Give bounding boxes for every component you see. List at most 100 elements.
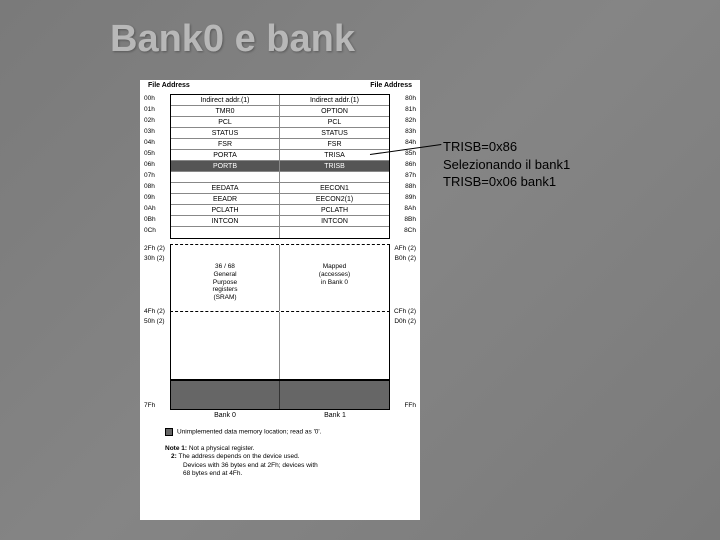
addr-left: 0Ah — [144, 205, 156, 212]
addr-right: 89h — [405, 194, 416, 201]
gpr-right: Mapped(accesses)in Bank 0 — [280, 245, 389, 311]
lower-block — [170, 312, 390, 380]
cell-bank0: PORTA — [171, 150, 280, 160]
cell-bank0: EEDATA — [171, 183, 280, 193]
cell-bank1: STATUS — [280, 128, 389, 138]
annotation-line1: TRISB=0x86 — [443, 138, 570, 156]
addr-right: 87h — [405, 172, 416, 179]
addr-right: 88h — [405, 183, 416, 190]
table-row: INTCONINTCON — [171, 216, 389, 227]
cell-bank1: EECON1 — [280, 183, 389, 193]
annotation-text: TRISB=0x86 Selezionando il bank1 TRISB=0… — [443, 138, 570, 191]
table-row: EEDATAEECON1 — [171, 183, 389, 194]
addr-right: 8Ch — [404, 227, 416, 234]
addr-right: 80h — [405, 95, 416, 102]
cell-bank0: INTCON — [171, 216, 280, 226]
header-right: File Address — [370, 82, 412, 89]
cell-bank1: OPTION — [280, 106, 389, 116]
legend-swatch — [165, 428, 173, 436]
note1-label: Note 1: — [165, 445, 187, 452]
addr-low-r2: D0h (2) — [394, 318, 416, 325]
cell-bank0: FSR — [171, 139, 280, 149]
table-row: PCLPCL — [171, 117, 389, 128]
addr-low-r1: CFh (2) — [394, 308, 416, 315]
cell-bank0: PORTB — [171, 161, 280, 171]
addr-right: 8Ah — [404, 205, 416, 212]
cell-bank1: INTCON — [280, 216, 389, 226]
memory-map-diagram: File Address File Address Indirect addr.… — [140, 80, 420, 520]
table-row: TMR0OPTION — [171, 106, 389, 117]
cell-bank0 — [171, 227, 280, 238]
addr-mid-r2: B0h (2) — [395, 255, 416, 262]
table-row: PORTATRISA — [171, 150, 389, 161]
addr-left: 08h — [144, 183, 155, 190]
cell-bank0: PCL — [171, 117, 280, 127]
slide-title: Bank0 e bank — [110, 18, 355, 61]
table-row: FSRFSR — [171, 139, 389, 150]
note1-text: Not a physical register. — [189, 445, 255, 452]
legend-text: Unimplemented data memory location; read… — [177, 429, 321, 436]
addr-right: 85h — [405, 150, 416, 157]
gpr-left: 36 / 68GeneralPurposeregisters(SRAM) — [171, 245, 280, 311]
cell-bank1 — [280, 172, 389, 182]
register-table: Indirect addr.(1)Indirect addr.(1)TMR0OP… — [170, 94, 390, 239]
addr-low-l2: 50h (2) — [144, 318, 165, 325]
table-row: PORTBTRISB — [171, 161, 389, 172]
addr-left: 0Bh — [144, 216, 156, 223]
cell-bank1: TRISA — [280, 150, 389, 160]
cell-bank1: TRISB — [280, 161, 389, 171]
unimplemented-block — [170, 380, 390, 410]
table-row — [171, 172, 389, 183]
addr-left: 05h — [144, 150, 155, 157]
annotation-line3: TRISB=0x06 bank1 — [443, 173, 570, 191]
addr-left: 03h — [144, 128, 155, 135]
table-row: Indirect addr.(1)Indirect addr.(1) — [171, 95, 389, 106]
cell-bank1: PCLATH — [280, 205, 389, 215]
bank-labels: Bank 0 Bank 1 — [170, 412, 390, 419]
cell-bank0: TMR0 — [171, 106, 280, 116]
addr-left: 0Ch — [144, 227, 156, 234]
addr-right: 84h — [405, 139, 416, 146]
addr-right: 82h — [405, 117, 416, 124]
addr-left: 06h — [144, 161, 155, 168]
addr-right: 81h — [405, 106, 416, 113]
addr-bot-l: 7Fh — [144, 402, 155, 409]
addr-mid-l2: 30h (2) — [144, 255, 165, 262]
header-left: File Address — [148, 82, 190, 89]
cell-bank0: Indirect addr.(1) — [171, 95, 280, 105]
note2-text: The address depends on the device used.D… — [178, 453, 317, 477]
cell-bank1: PCL — [280, 117, 389, 127]
gpr-block: 36 / 68GeneralPurposeregisters(SRAM) Map… — [170, 244, 390, 312]
addr-right: 8Bh — [404, 216, 416, 223]
cell-bank1 — [280, 227, 389, 238]
addr-left: 07h — [144, 172, 155, 179]
addr-left: 02h — [144, 117, 155, 124]
addr-low-l1: 4Fh (2) — [144, 308, 165, 315]
addr-mid-l1: 2Fh (2) — [144, 245, 165, 252]
notes: Note 1: Not a physical register. 2: The … — [165, 445, 318, 479]
diagram-header: File Address File Address — [140, 80, 420, 91]
cell-bank0: STATUS — [171, 128, 280, 138]
annotation-line2: Selezionando il bank1 — [443, 156, 570, 174]
bank0-label: Bank 0 — [170, 412, 280, 419]
addr-left: 01h — [144, 106, 155, 113]
table-row: STATUSSTATUS — [171, 128, 389, 139]
legend: Unimplemented data memory location; read… — [165, 428, 321, 437]
addr-left: 04h — [144, 139, 155, 146]
addr-bot-r: FFh — [404, 402, 416, 409]
table-row: PCLATHPCLATH — [171, 205, 389, 216]
cell-bank1: FSR — [280, 139, 389, 149]
addr-right: 83h — [405, 128, 416, 135]
cell-bank0 — [171, 172, 280, 182]
addr-right: 86h — [405, 161, 416, 168]
addr-mid-r1: AFh (2) — [394, 245, 416, 252]
table-row: EEADREECON2(1) — [171, 194, 389, 205]
note2-label: 2: — [171, 453, 177, 460]
cell-bank0: EEADR — [171, 194, 280, 204]
bank1-label: Bank 1 — [280, 412, 390, 419]
addr-left: 00h — [144, 95, 155, 102]
table-row — [171, 227, 389, 238]
cell-bank1: EECON2(1) — [280, 194, 389, 204]
cell-bank0: PCLATH — [171, 205, 280, 215]
cell-bank1: Indirect addr.(1) — [280, 95, 389, 105]
